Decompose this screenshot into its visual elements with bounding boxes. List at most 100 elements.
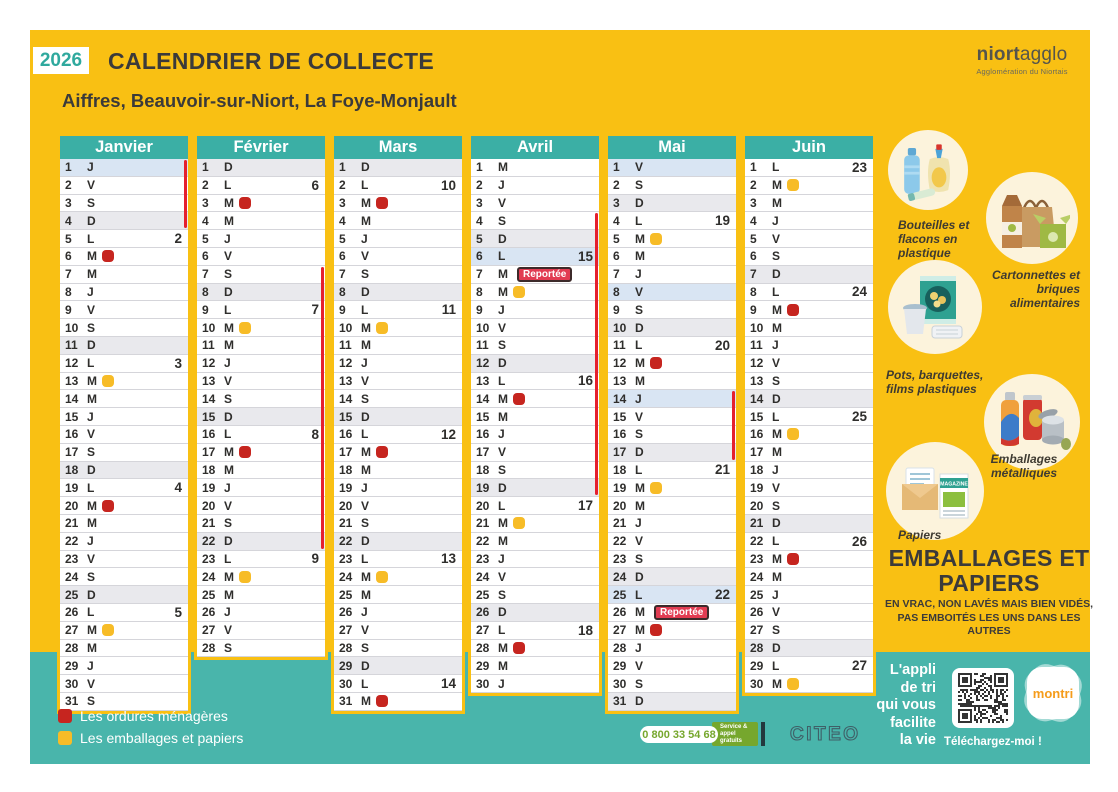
day-number: 26 bbox=[202, 605, 216, 620]
day-number: 19 bbox=[476, 480, 490, 495]
day-number: 26 bbox=[339, 605, 353, 620]
day-letter: D bbox=[87, 462, 96, 477]
month-header: Mai bbox=[608, 136, 736, 159]
day-number: 2 bbox=[750, 178, 757, 193]
day-number: 26 bbox=[476, 605, 490, 620]
day-number: 8 bbox=[339, 284, 346, 299]
day-number: 8 bbox=[750, 284, 757, 299]
week-number: 3 bbox=[174, 355, 182, 371]
day-number: 10 bbox=[339, 320, 353, 335]
yellow-marker-swatch bbox=[58, 731, 72, 745]
day-letter: L bbox=[498, 249, 506, 264]
day-row-janvier-25: 25 D bbox=[60, 586, 188, 604]
day-letter: J bbox=[361, 480, 368, 495]
month-body: 1 D 2 L 6 3 M 4 M 5 J 6 V 7 S 8 D 9 L 7 10 M 11 M 12 J 13 V 14 S 15 D 16… bbox=[197, 159, 325, 658]
day-letter: D bbox=[498, 356, 507, 371]
day-letter: S bbox=[498, 587, 507, 602]
day-letter: M bbox=[87, 640, 97, 655]
red-marker-swatch bbox=[58, 709, 72, 723]
logo-tagline: Agglomération du Niortais bbox=[976, 67, 1068, 76]
day-number: 17 bbox=[750, 445, 764, 460]
day-number: 22 bbox=[339, 534, 353, 549]
day-letter: V bbox=[87, 302, 96, 317]
day-letter: M bbox=[635, 623, 645, 638]
day-row-mars-31: 31 M bbox=[334, 692, 462, 711]
day-letter: L bbox=[361, 178, 369, 193]
page-title: CALENDRIER DE COLLECTE bbox=[108, 48, 435, 74]
day-number: 24 bbox=[339, 569, 353, 584]
day-row-avril-28: 28 M bbox=[471, 639, 599, 658]
day-row-mai-21: 21 J bbox=[608, 514, 736, 533]
day-row-avril-10: 10 V bbox=[471, 319, 599, 337]
day-letter: V bbox=[635, 409, 644, 424]
month-body: 1 L 23 2 M 3 M 4 J 5 V 6 S 7 D 8 L 24 9 M 10 M 11 J 12 V 13 S 14 D 15 L… bbox=[745, 159, 873, 693]
day-letter: J bbox=[87, 160, 94, 175]
day-number: 1 bbox=[65, 160, 72, 175]
day-row-avril-20: 20 L 17 bbox=[471, 497, 599, 515]
day-letter: V bbox=[498, 445, 507, 460]
day-letter: D bbox=[361, 284, 370, 299]
day-number: 18 bbox=[202, 462, 216, 477]
day-row-mai-14: 14 J bbox=[608, 390, 736, 409]
day-number: 4 bbox=[750, 213, 757, 228]
day-number: 6 bbox=[613, 249, 620, 264]
week-number: 21 bbox=[714, 462, 730, 478]
day-letter: M bbox=[498, 516, 508, 531]
day-row-mai-18: 18 L 21 bbox=[608, 461, 736, 480]
day-number: 25 bbox=[750, 587, 764, 602]
day-letter: J bbox=[498, 676, 505, 691]
svg-text:CITEO: CITEO bbox=[790, 724, 860, 745]
day-row-janvier-26: 26 L 5 bbox=[60, 603, 188, 622]
day-number: 21 bbox=[750, 516, 764, 531]
day-number: 16 bbox=[339, 427, 353, 442]
day-number: 6 bbox=[65, 249, 72, 264]
day-number: 29 bbox=[613, 658, 627, 673]
day-row-mars-27: 27 V bbox=[334, 621, 462, 640]
day-number: 1 bbox=[339, 160, 346, 175]
day-letter: L bbox=[87, 605, 95, 620]
day-number: 5 bbox=[613, 231, 620, 246]
household-waste-marker bbox=[239, 446, 251, 459]
day-number: 28 bbox=[476, 640, 490, 655]
day-letter: S bbox=[87, 569, 96, 584]
day-number: 30 bbox=[65, 676, 79, 691]
packaging-paper-marker bbox=[787, 428, 799, 441]
day-number: 26 bbox=[65, 605, 79, 620]
day-row-fevrier-27: 27 V bbox=[197, 621, 325, 640]
day-letter: L bbox=[87, 480, 95, 495]
papers-icon: MAGAZINE bbox=[886, 442, 984, 540]
day-number: 2 bbox=[476, 178, 483, 193]
day-number: 30 bbox=[476, 676, 490, 691]
day-number: 8 bbox=[613, 284, 620, 299]
day-letter: V bbox=[224, 498, 233, 513]
day-letter: D bbox=[87, 587, 96, 602]
day-number: 21 bbox=[202, 516, 216, 531]
day-letter: M bbox=[498, 658, 508, 673]
day-number: 17 bbox=[65, 445, 79, 460]
day-row-mars-26: 26 J bbox=[334, 603, 462, 622]
cardboard-cartons-icon bbox=[986, 172, 1078, 264]
day-number: 1 bbox=[476, 160, 483, 175]
day-row-avril-29: 29 M bbox=[471, 657, 599, 676]
packaging-paper-marker bbox=[239, 570, 251, 583]
day-letter: M bbox=[361, 587, 371, 602]
household-waste-marker bbox=[513, 392, 525, 405]
day-letter: M bbox=[635, 249, 645, 264]
week-number: 5 bbox=[174, 604, 182, 620]
day-letter: L bbox=[772, 284, 780, 299]
day-number: 3 bbox=[339, 195, 346, 210]
day-number: 16 bbox=[65, 427, 79, 442]
day-letter: S bbox=[361, 391, 370, 406]
day-row-janvier-19: 19 L 4 bbox=[60, 479, 188, 498]
day-row-fevrier-23: 23 L 9 bbox=[197, 550, 325, 569]
day-letter: M bbox=[87, 516, 97, 531]
day-number: 14 bbox=[613, 391, 627, 406]
day-number: 19 bbox=[202, 480, 216, 495]
